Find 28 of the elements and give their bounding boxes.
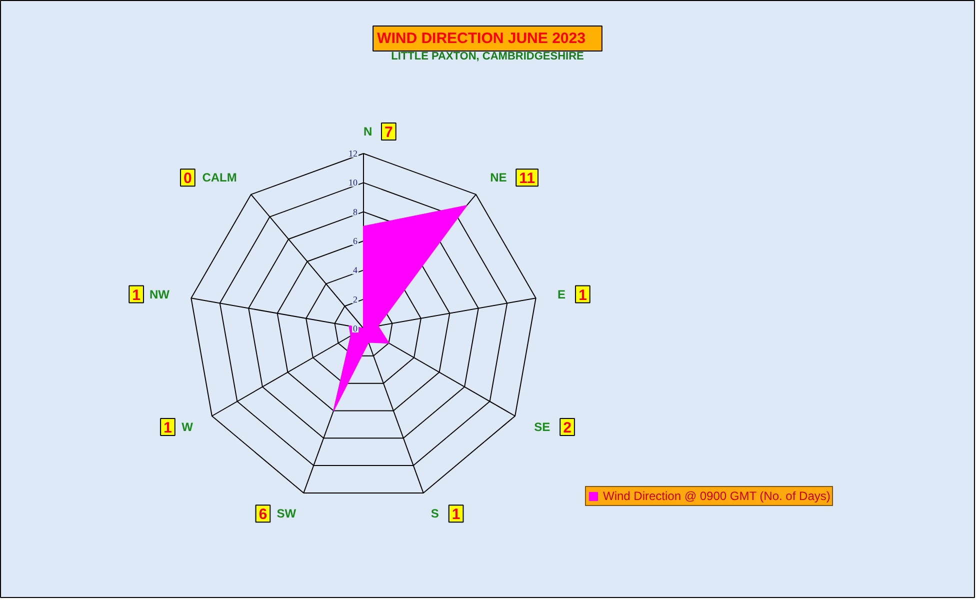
spoke-label: NE [490,170,507,185]
text: 0 [184,170,192,188]
chart-subtitle: LITTLE PAXTON, CAMBRIDGESHIRE [391,50,584,62]
text: 6 [258,506,268,524]
spoke-label: S [430,506,439,521]
spoke-label: E [558,287,566,302]
text: 1 [452,506,460,524]
spoke-label: W [182,420,194,434]
y-tick-label: 2 [353,294,358,304]
text: 1 [132,286,140,304]
spoke-label: CALM [202,170,237,185]
text: 7 [384,124,393,141]
text: 1 [164,420,172,436]
y-tick-label: 12 [348,148,358,158]
y-tick-label: 6 [353,236,358,246]
y-tick-label: 8 [353,206,358,217]
spoke-label: N [364,124,372,138]
chart-title: WIND DIRECTION JUNE 2023 [377,30,586,47]
text: 2 [563,420,572,436]
legend-label: Wind Direction @ 0900 GMT (No. of Days) [603,489,830,503]
spoke-label: SE [534,420,550,434]
spoke-label: SW [276,506,297,521]
y-tick-label: 4 [353,265,358,276]
text: 11 [519,170,535,188]
text: 1 [578,286,587,304]
spoke-label: NW [150,287,170,302]
y-tick-label: 10 [348,178,358,188]
y-tick-label: 0 [353,324,358,334]
